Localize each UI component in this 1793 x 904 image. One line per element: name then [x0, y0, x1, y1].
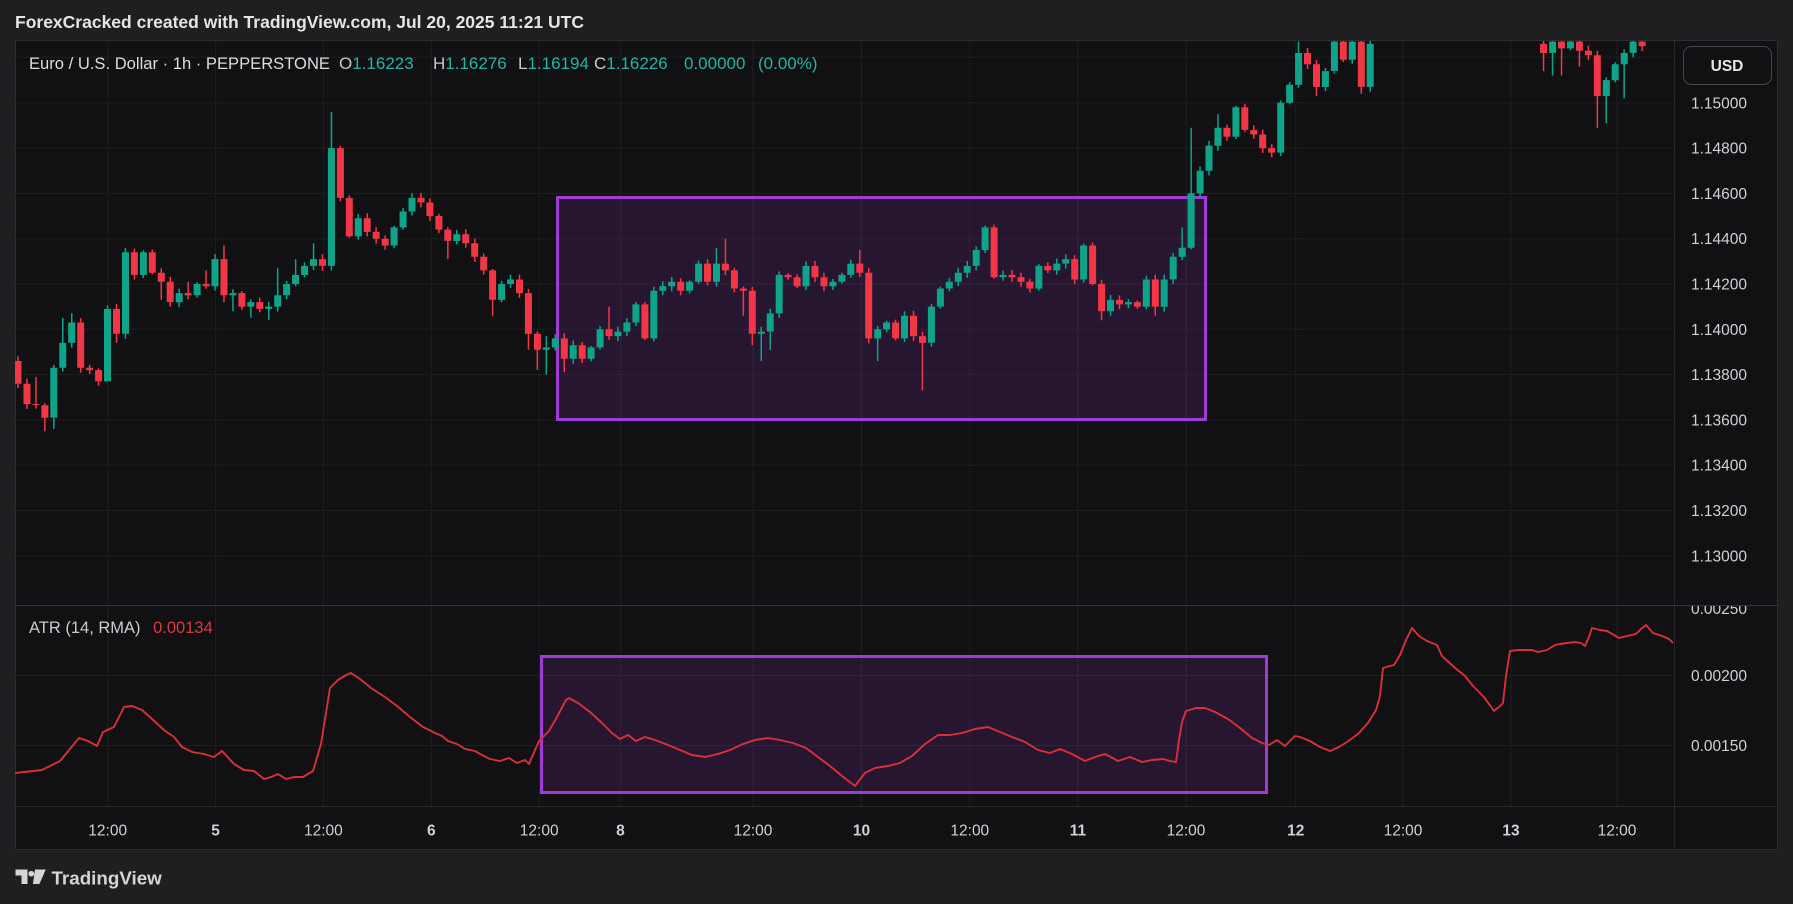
svg-text:1.14200: 1.14200	[1691, 277, 1747, 294]
svg-text:ForexCracked created with Trad: ForexCracked created with TradingView.co…	[15, 12, 584, 32]
svg-text:8: 8	[616, 823, 625, 840]
svg-text:10: 10	[853, 823, 870, 840]
svg-text:Euro / U.S. Dollar · 1h · PEPP: Euro / U.S. Dollar · 1h · PEPPERSTONE	[29, 54, 330, 73]
svg-text:11: 11	[1070, 823, 1087, 840]
svg-text:12:00: 12:00	[950, 823, 989, 840]
svg-text:1.13400: 1.13400	[1691, 458, 1747, 475]
svg-text:1.14600: 1.14600	[1691, 186, 1747, 203]
svg-text:12:00: 12:00	[734, 823, 773, 840]
svg-text:12:00: 12:00	[1384, 823, 1423, 840]
svg-text:12:00: 12:00	[1598, 823, 1637, 840]
svg-text:1.15000: 1.15000	[1691, 95, 1747, 112]
svg-text:1.14000: 1.14000	[1691, 322, 1747, 339]
svg-text:TradingView: TradingView	[52, 868, 163, 889]
svg-text:1.13600: 1.13600	[1691, 412, 1747, 429]
svg-text:6: 6	[427, 823, 436, 840]
svg-text:ATR (14, RMA) 0.00134: ATR (14, RMA) 0.00134	[29, 619, 213, 637]
svg-text:12:00: 12:00	[520, 823, 559, 840]
svg-text:5: 5	[211, 823, 220, 840]
svg-text:1.14800: 1.14800	[1691, 141, 1747, 158]
svg-text:0.00200: 0.00200	[1691, 668, 1747, 685]
svg-text:13: 13	[1502, 823, 1520, 840]
svg-text:12:00: 12:00	[1167, 823, 1206, 840]
svg-text:0.00250: 0.00250	[1691, 601, 1747, 618]
svg-text:0.00150: 0.00150	[1691, 738, 1747, 755]
svg-text:1.14400: 1.14400	[1691, 231, 1747, 248]
svg-text:12:00: 12:00	[304, 823, 343, 840]
svg-text:1.13000: 1.13000	[1691, 548, 1747, 565]
svg-text:1.13800: 1.13800	[1691, 367, 1747, 384]
svg-text:USD: USD	[1711, 58, 1744, 75]
svg-text:12: 12	[1287, 823, 1304, 840]
svg-text:12:00: 12:00	[88, 823, 127, 840]
svg-text:1.13200: 1.13200	[1691, 503, 1747, 520]
